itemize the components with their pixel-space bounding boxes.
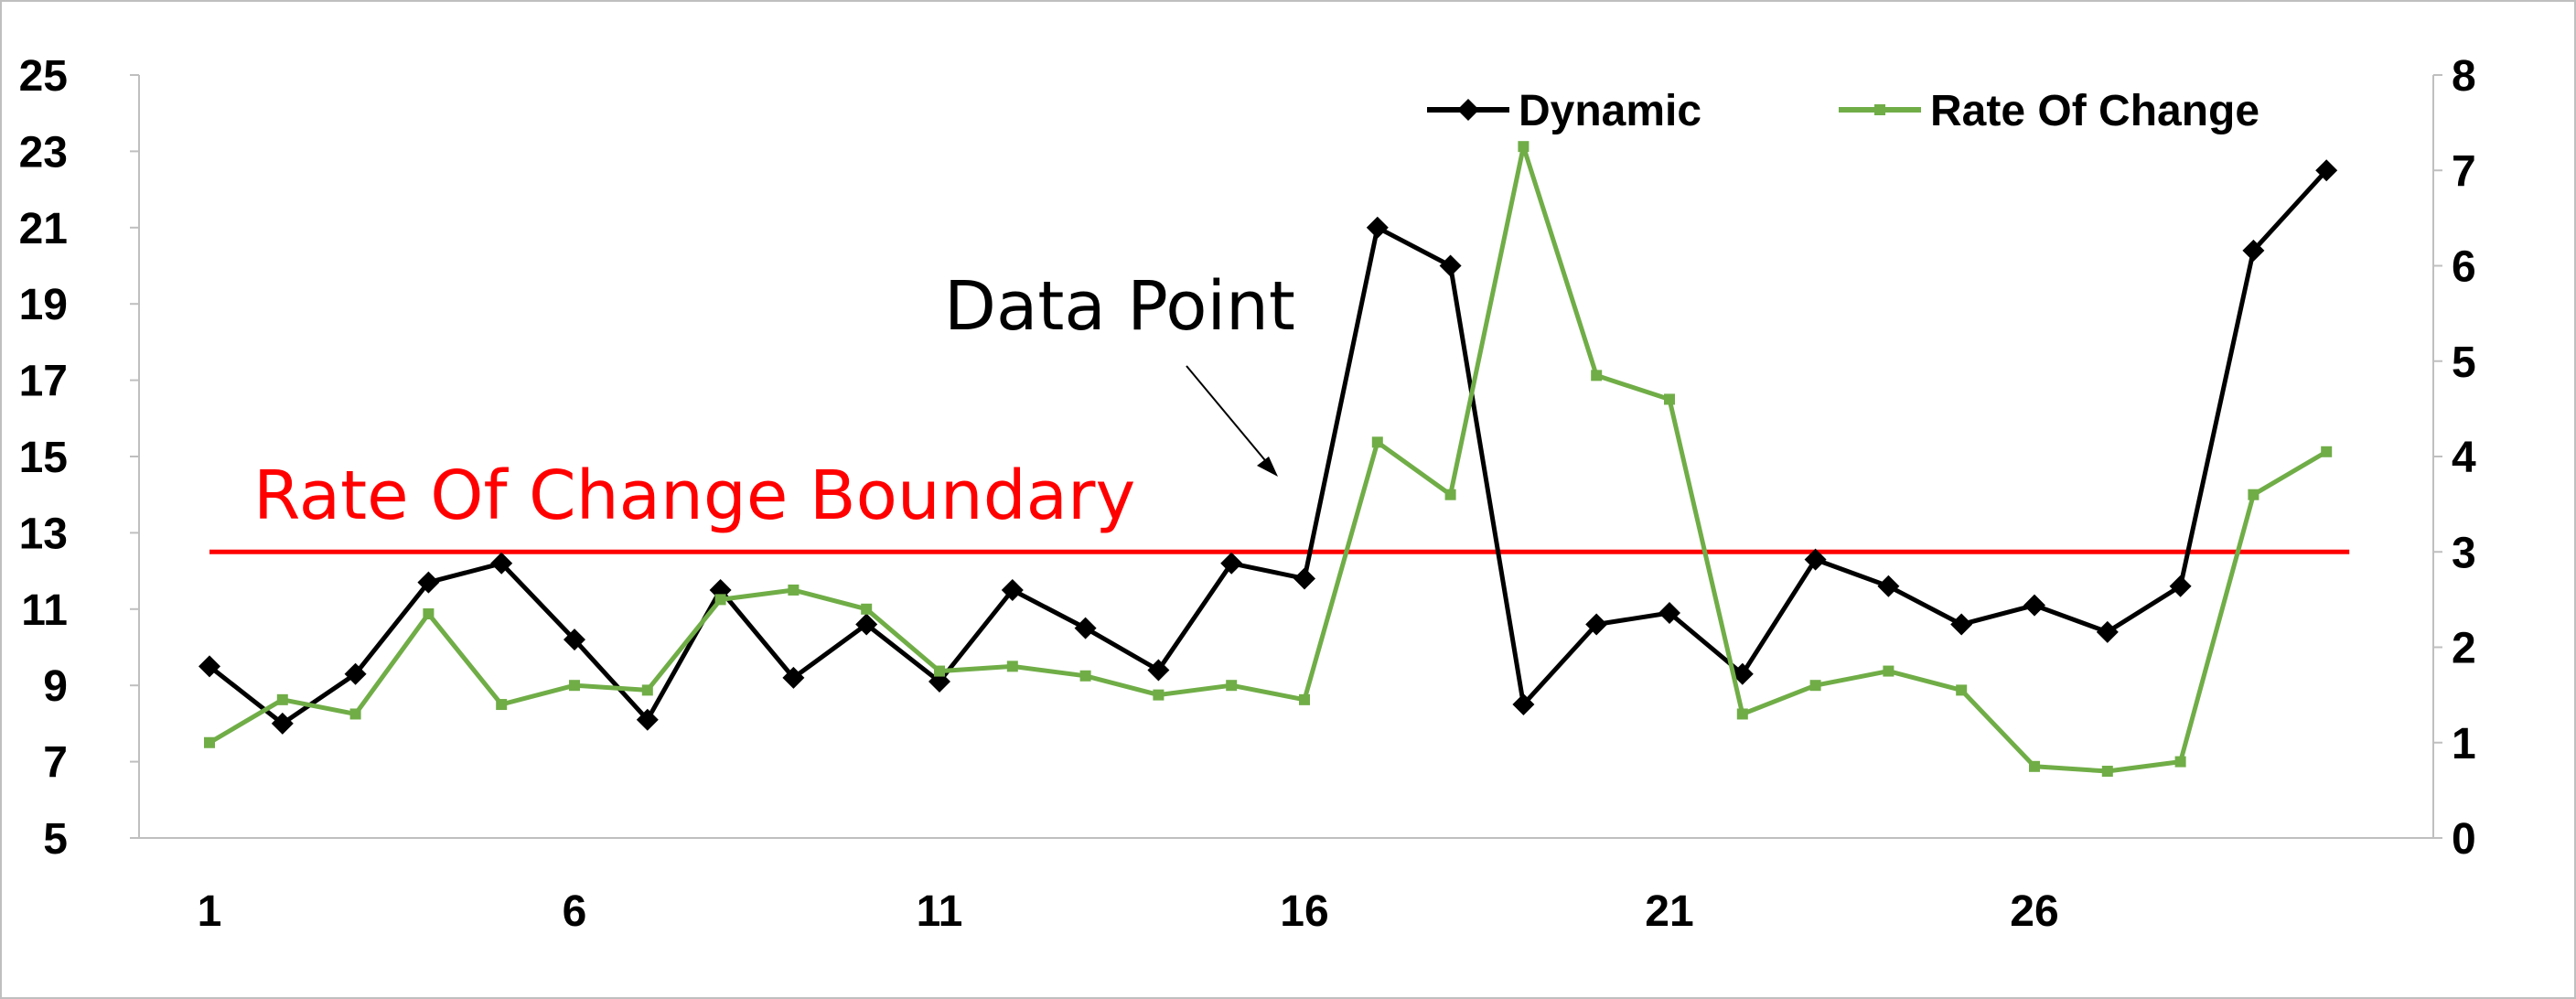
data-point-dynamic — [2096, 620, 2119, 643]
data-point-dynamic — [1366, 216, 1389, 239]
left-y-tick-label: 7 — [43, 739, 68, 788]
left-y-tick-label: 19 — [19, 281, 68, 329]
legend-marker-rate-of-change — [1874, 104, 1885, 115]
data-point-rate-of-change — [2321, 446, 2333, 457]
data-point-rate-of-change — [569, 680, 580, 692]
left-y-tick-label: 15 — [19, 434, 68, 482]
data-point-rate-of-change — [2248, 489, 2259, 500]
data-point-rate-of-change — [349, 708, 361, 720]
series-line-dynamic — [208, 168, 2329, 726]
data-point-dynamic — [1147, 659, 1170, 682]
data-point-rate-of-change — [423, 608, 435, 620]
left-y-tick-label: 11 — [21, 586, 68, 635]
right-y-tick-label: 8 — [2452, 52, 2476, 101]
data-point-rate-of-change — [1226, 680, 1238, 692]
data-point-dynamic — [1512, 693, 1535, 716]
data-point-dynamic — [271, 712, 294, 735]
data-point-rate-of-change — [1956, 684, 1968, 696]
data-point-dynamic — [1439, 254, 1462, 277]
data-point-dynamic — [344, 662, 367, 685]
data-point-rate-of-change — [1736, 708, 1748, 720]
right-y-tick-label: 2 — [2452, 625, 2476, 673]
series-line-rate-of-change — [208, 144, 2328, 774]
data-point-rate-of-change — [861, 603, 873, 615]
legend-marker-dynamic — [1457, 99, 1479, 121]
data-point-rate-of-change — [2174, 756, 2186, 768]
data-point-rate-of-change — [934, 665, 945, 677]
legend-label-rate-of-change: Rate Of Change — [1930, 87, 2259, 135]
data-point-dynamic — [1001, 578, 1024, 601]
right-y-tick-label: 7 — [2452, 147, 2476, 196]
data-point-rate-of-change — [1079, 670, 1091, 682]
data-point-dynamic — [1731, 662, 1754, 685]
x-tick-label: 6 — [563, 887, 587, 936]
data-point-dynamic — [417, 571, 440, 594]
data-point-rate-of-change — [1006, 661, 1018, 672]
left-y-tick-label: 17 — [19, 358, 68, 406]
right-y-tick-label: 4 — [2452, 434, 2476, 482]
data-point-dynamic — [2023, 594, 2045, 617]
data-point-dynamic — [1585, 613, 1608, 636]
data-point-rate-of-change — [1153, 689, 1165, 701]
annotation-arrow-line — [1186, 365, 1274, 471]
data-point-rate-of-change — [1299, 693, 1310, 705]
data-point-dynamic — [782, 666, 805, 689]
data-point-dynamic — [199, 655, 220, 678]
data-point-dynamic — [1877, 575, 1900, 597]
data-point-dynamic — [490, 552, 513, 575]
data-point-rate-of-change — [714, 594, 726, 606]
right-y-tick-label: 5 — [2452, 338, 2476, 387]
data-point-dynamic — [1074, 617, 1097, 639]
data-point-rate-of-change — [1518, 141, 1530, 153]
data-point-rate-of-change — [788, 584, 800, 596]
data-point-rate-of-change — [2029, 760, 2040, 772]
data-point-dynamic — [1658, 601, 1680, 624]
x-tick-label: 11 — [917, 887, 963, 936]
left-y-tick-label: 5 — [43, 815, 68, 864]
x-tick-label: 26 — [2010, 887, 2058, 936]
data-point-rate-of-change — [276, 693, 288, 705]
data-point-dynamic — [2242, 239, 2265, 262]
left-y-tick-label: 13 — [19, 510, 68, 558]
data-point-annotation: Data Point — [944, 267, 1295, 346]
data-point-dynamic — [1804, 548, 1827, 571]
right-y-tick-label: 3 — [2452, 529, 2476, 577]
data-point-rate-of-change — [204, 736, 215, 748]
annotation-arrowhead — [1257, 457, 1278, 477]
data-point-dynamic — [636, 708, 659, 731]
data-point-rate-of-change — [496, 699, 508, 711]
right-y-tick-label: 0 — [2452, 815, 2476, 864]
data-point-dynamic — [2169, 575, 2192, 597]
data-point-rate-of-change — [1371, 436, 1383, 448]
x-tick-label: 21 — [1645, 887, 1693, 936]
data-point-rate-of-change — [1809, 680, 1821, 692]
data-point-dynamic — [1293, 567, 1315, 590]
left-y-tick-label: 25 — [19, 52, 68, 101]
data-point-rate-of-change — [2101, 766, 2113, 778]
legend-label-dynamic: Dynamic — [1519, 87, 1701, 135]
data-point-dynamic — [1220, 552, 1243, 575]
data-point-rate-of-change — [1664, 393, 1675, 405]
data-point-rate-of-change — [1591, 370, 1603, 381]
data-point-rate-of-change — [641, 684, 653, 696]
x-tick-label: 1 — [198, 887, 222, 936]
data-point-rate-of-change — [1444, 489, 1456, 500]
data-point-dynamic — [1950, 613, 1973, 636]
data-point-dynamic — [564, 628, 585, 651]
data-point-dynamic — [855, 613, 878, 636]
x-tick-label: 16 — [1280, 887, 1328, 936]
boundary-label: Rate Of Change Boundary — [253, 457, 1135, 535]
data-point-rate-of-change — [1883, 665, 1894, 677]
left-y-tick-label: 21 — [19, 205, 68, 253]
data-point-dynamic — [2315, 159, 2338, 182]
right-y-tick-label: 6 — [2452, 243, 2476, 292]
left-y-tick-label: 9 — [43, 662, 68, 711]
left-y-tick-label: 23 — [19, 128, 68, 177]
right-y-tick-label: 1 — [2452, 720, 2476, 768]
